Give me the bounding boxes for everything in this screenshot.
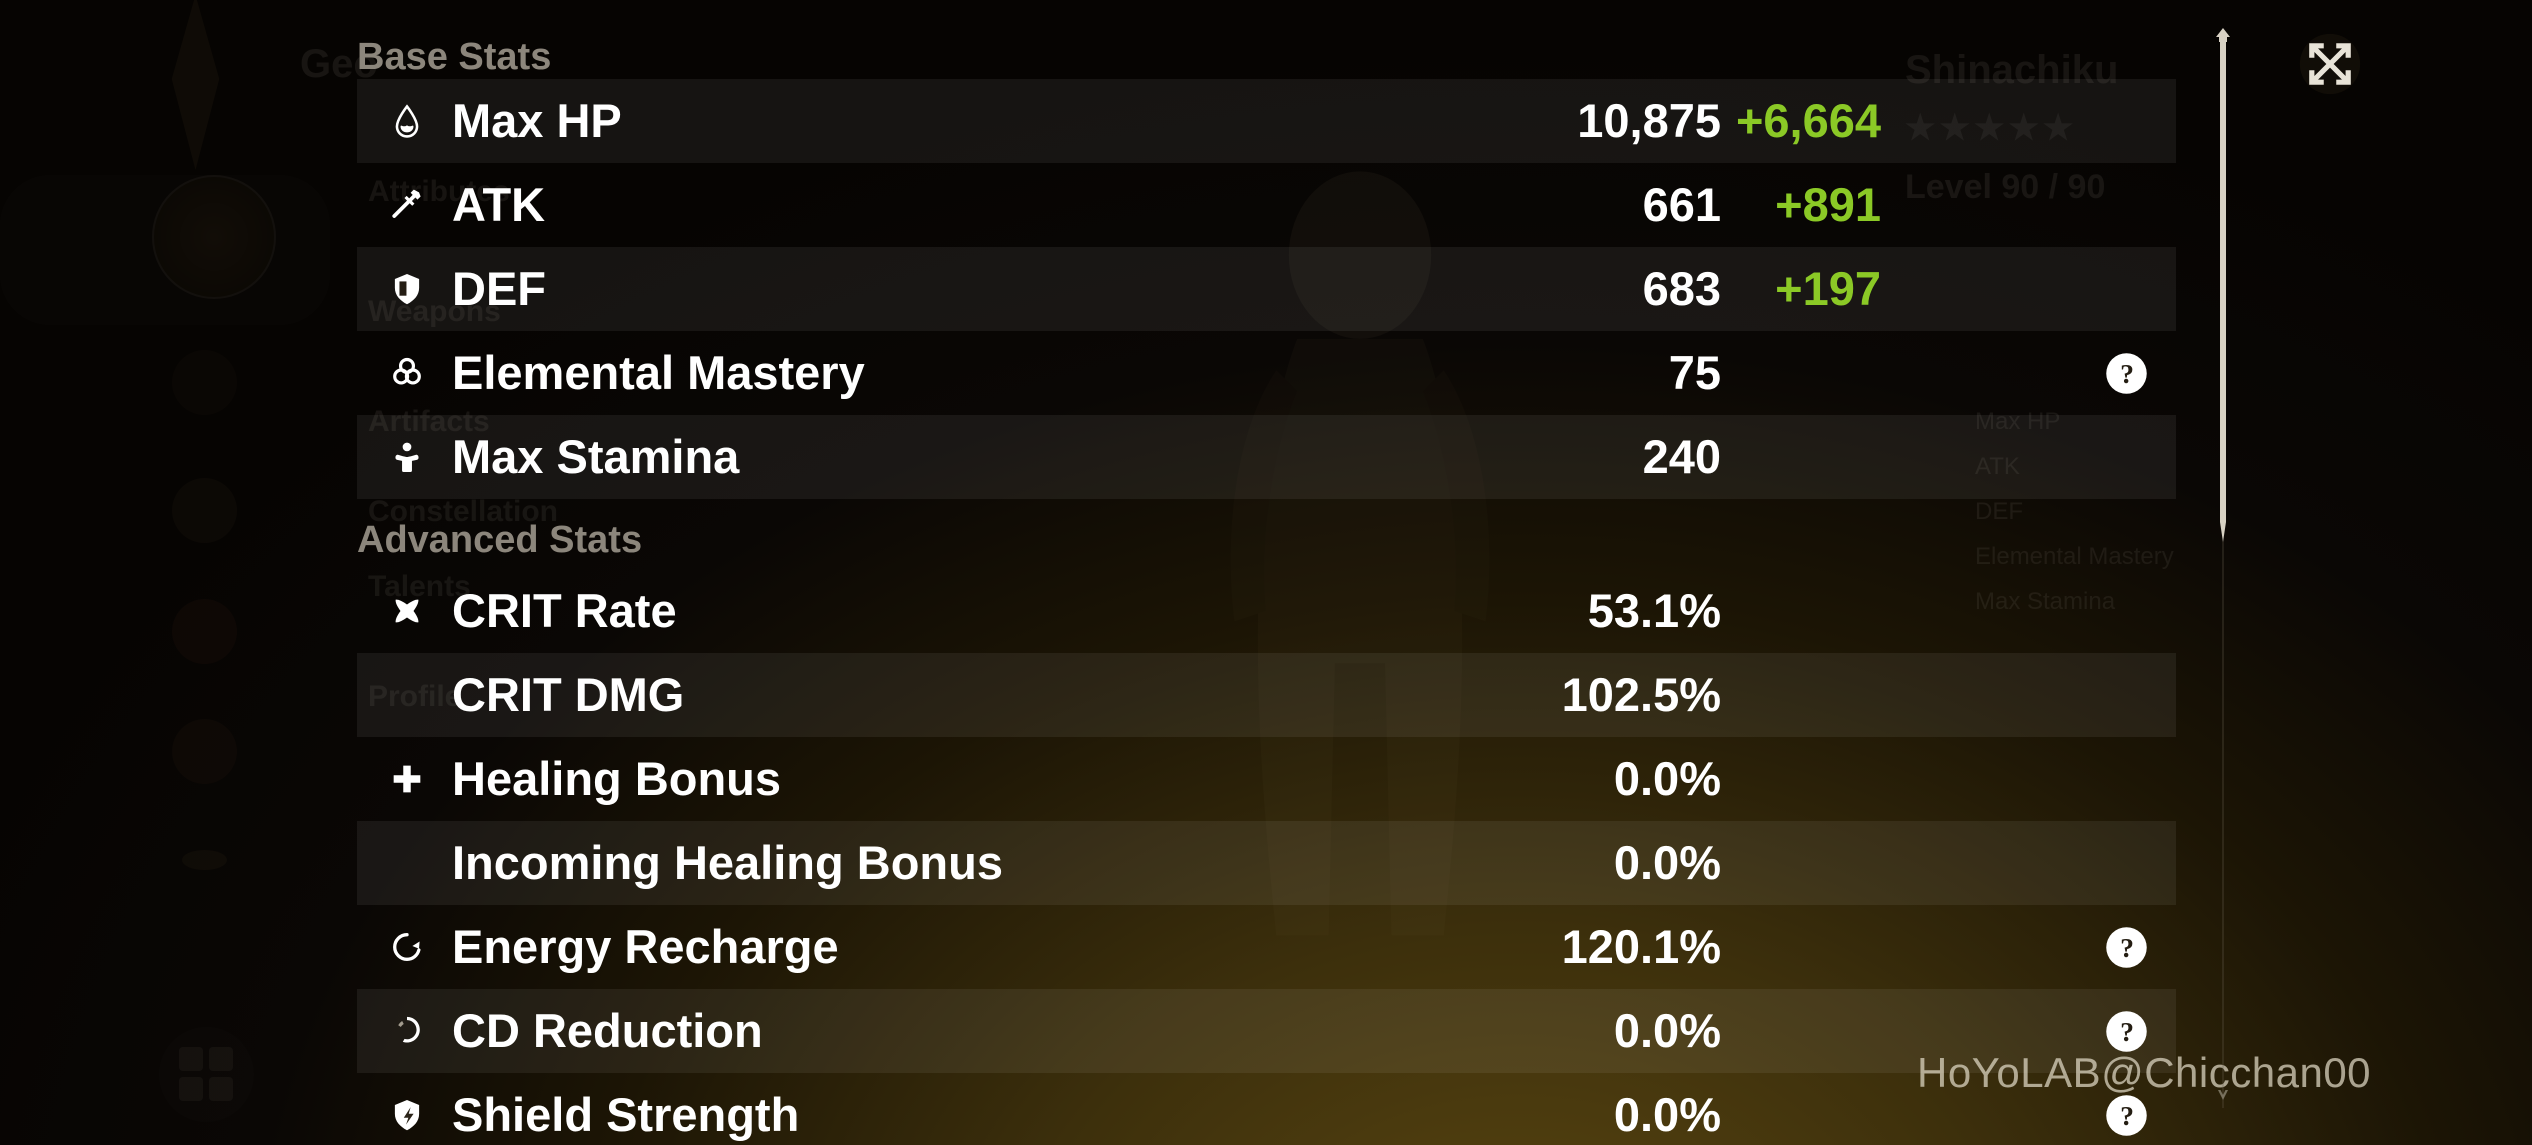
svg-text:?: ? [2120,1016,2134,1047]
svg-text:?: ? [2120,932,2134,963]
svg-text:?: ? [2120,358,2134,389]
svg-text:?: ? [2120,1100,2134,1131]
